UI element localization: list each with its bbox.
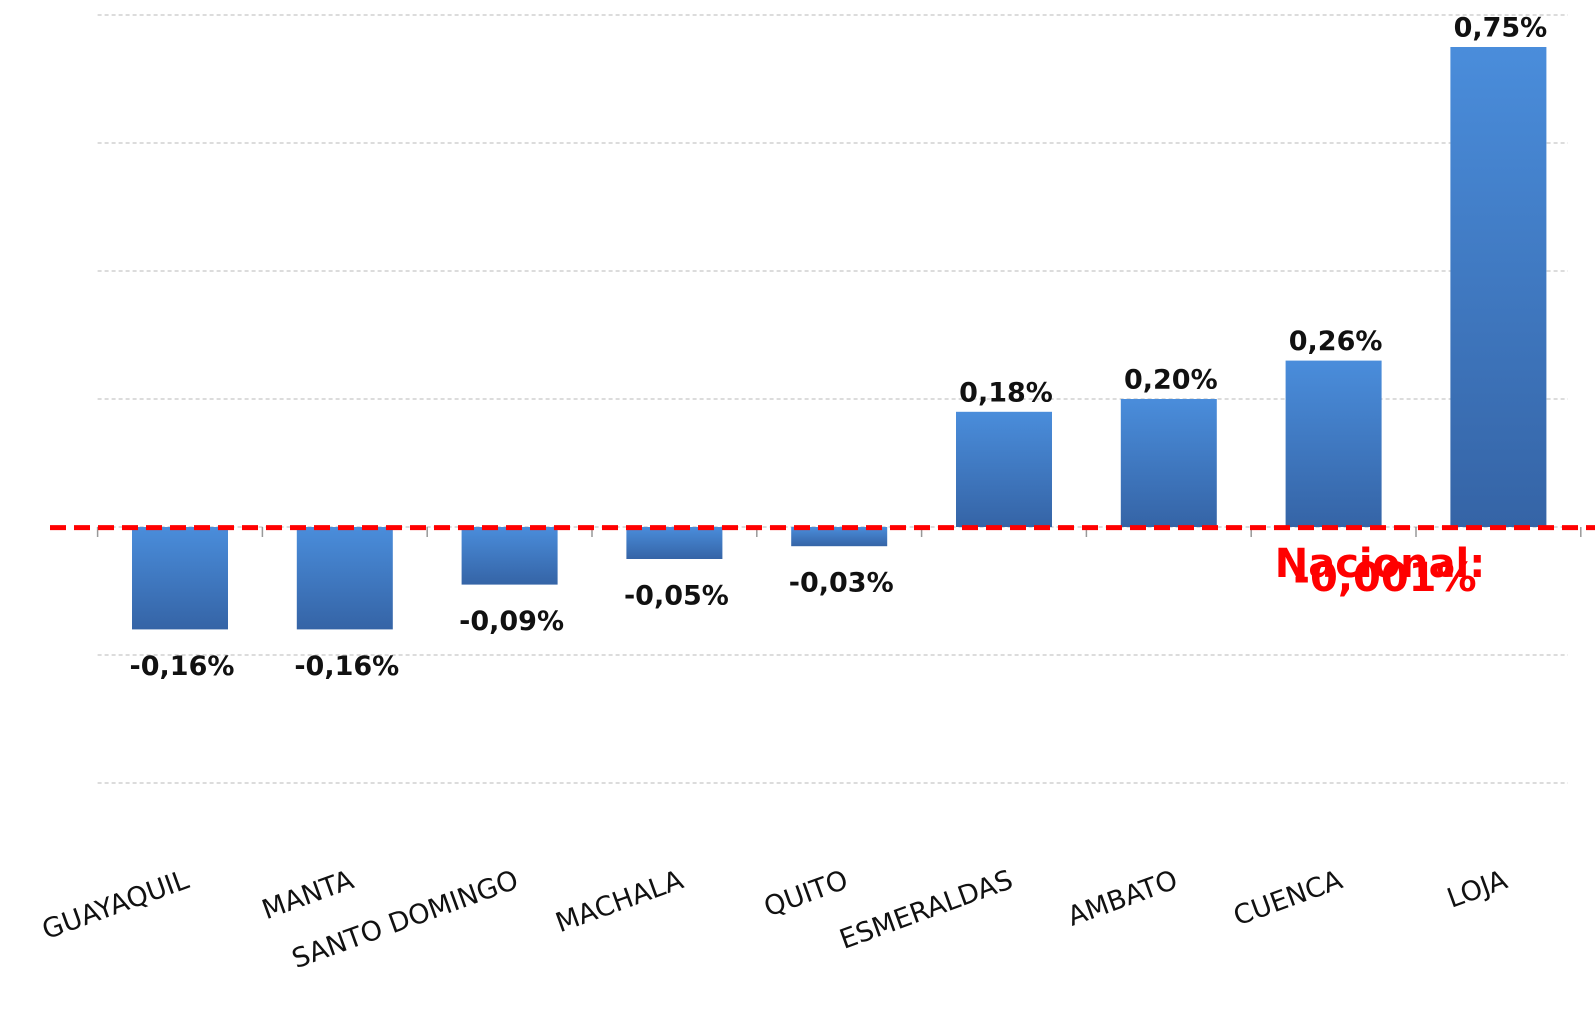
bar <box>1285 360 1382 527</box>
x-tick-label: MANTA <box>258 864 358 926</box>
x-tick-label: MACHALA <box>552 864 688 939</box>
bar <box>461 527 558 585</box>
bar <box>626 527 723 559</box>
x-tick-label: LOJA <box>1443 864 1512 914</box>
value-label: 0,75% <box>1454 13 1548 44</box>
x-tick-label: QUITO <box>760 864 852 923</box>
x-tick-label: ESMERALDAS <box>836 864 1017 955</box>
bar <box>1120 399 1217 527</box>
x-tick-label: GUAYAQUIL <box>38 864 193 946</box>
bar <box>1450 47 1547 527</box>
bar <box>791 527 888 547</box>
value-label: -0,16% <box>294 651 399 682</box>
reference-label: Nacional: <box>1275 541 1486 587</box>
x-tick-label: AMBATO <box>1064 864 1182 932</box>
bar <box>956 411 1052 527</box>
value-label: 0,18% <box>959 377 1053 408</box>
value-label: 0,26% <box>1289 326 1383 357</box>
value-label: 0,20% <box>1124 365 1218 396</box>
reference-value-label: -0,001% <box>1293 555 1476 601</box>
bar <box>132 527 228 630</box>
value-label: -0,03% <box>789 568 894 599</box>
value-label: -0,16% <box>130 651 235 682</box>
value-label: -0,05% <box>624 581 729 612</box>
x-tick-label: CUENCA <box>1230 864 1347 932</box>
bar <box>296 527 393 630</box>
value-label: -0,09% <box>459 606 564 637</box>
